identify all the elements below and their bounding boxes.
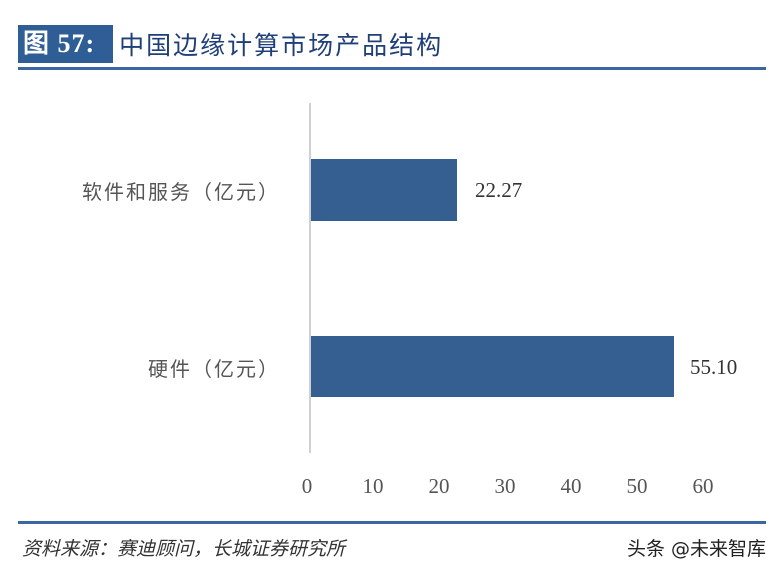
chart-title: 中国边缘计算市场产品结构 — [119, 31, 444, 60]
x-tick: 20 — [428, 474, 450, 498]
bar-hardware — [311, 336, 674, 397]
y-axis-line — [309, 103, 311, 453]
category-label-software: 软件和服务（亿元） — [82, 180, 280, 204]
x-tick: 60 — [692, 474, 714, 498]
watermark: 头条 @未来智库 — [626, 538, 766, 560]
x-tick: 0 — [301, 474, 313, 498]
category-label-hardware: 硬件（亿元） — [148, 357, 280, 381]
source-note: 资料来源：赛迪顾问，长城证券研究所 — [22, 538, 346, 560]
data-label-software: 22.27 — [475, 178, 523, 202]
x-tick: 40 — [560, 474, 582, 498]
figure-label-badge: 图 57: — [18, 25, 114, 63]
bottom-divider — [18, 521, 766, 524]
figure-title: 图 57: 中国边缘计算市场产品结构 — [18, 25, 443, 63]
x-tick: 10 — [362, 474, 384, 498]
x-tick: 50 — [626, 474, 648, 498]
x-tick: 30 — [494, 474, 516, 498]
data-label-hardware: 55.10 — [690, 355, 738, 379]
top-divider — [18, 67, 766, 70]
bar-software — [311, 159, 457, 221]
